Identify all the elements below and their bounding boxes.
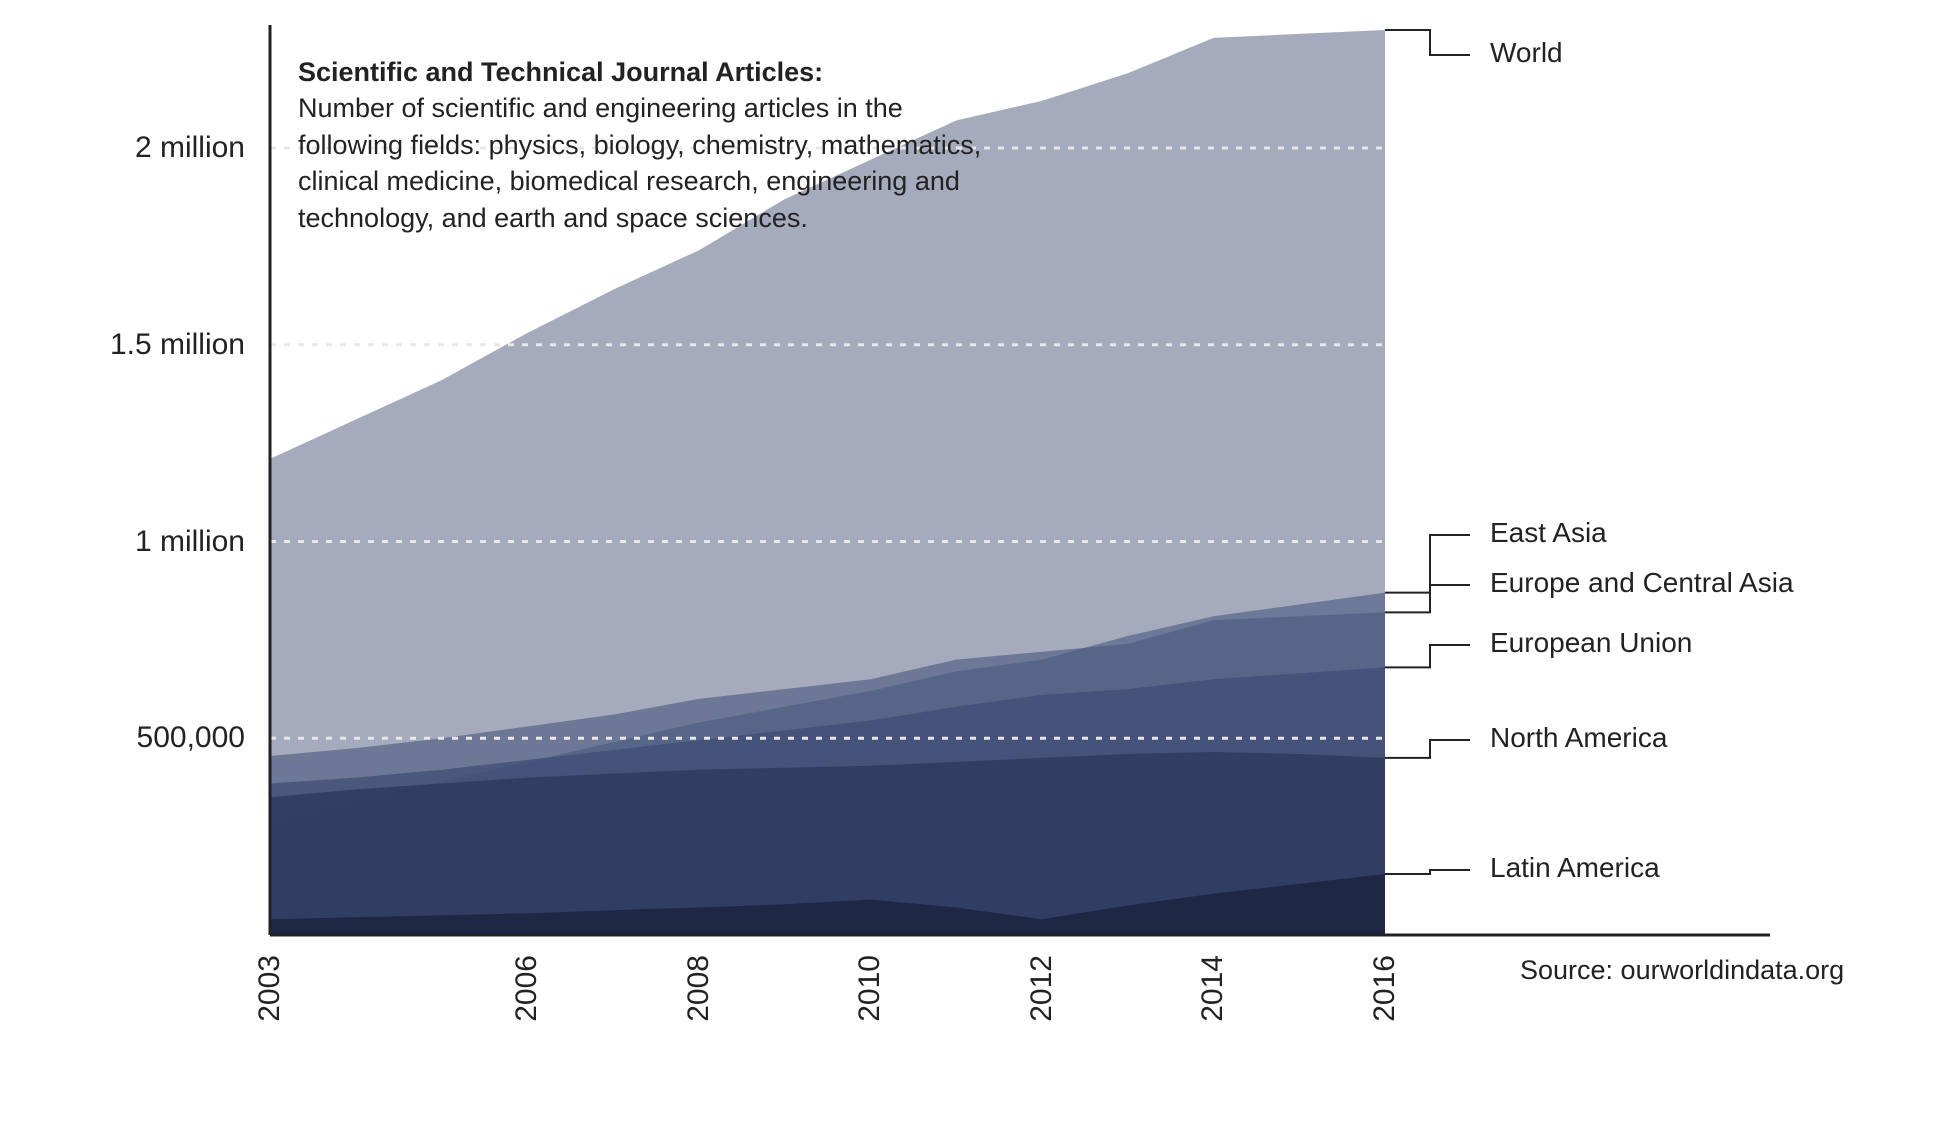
series-leaders <box>1385 30 1470 874</box>
source-label: Source: ourworldindata.org <box>1520 955 1844 986</box>
series-label-european_union: European Union <box>1490 627 1692 659</box>
series-label-north_america: North America <box>1490 722 1667 754</box>
chart-description-title: Scientific and Technical Journal Article… <box>298 57 823 87</box>
x-tick-label: 2014 <box>1196 955 1230 1022</box>
series-label-east_asia: East Asia <box>1490 517 1607 549</box>
chart-root: Scientific and Technical Journal Article… <box>0 0 1950 1140</box>
x-tick-label: 2003 <box>253 955 287 1022</box>
y-tick-label: 2 million <box>0 131 245 165</box>
x-tick-label: 2016 <box>1368 955 1402 1022</box>
x-tick-label: 2008 <box>682 955 716 1022</box>
x-tick-label: 2006 <box>510 955 544 1022</box>
series-label-world: World <box>1490 37 1563 69</box>
y-tick-label: 500,000 <box>0 721 245 755</box>
x-tick-label: 2010 <box>853 955 887 1022</box>
chart-description: Scientific and Technical Journal Article… <box>298 54 998 236</box>
y-tick-label: 1 million <box>0 525 245 559</box>
chart-description-body: Number of scientific and engineering art… <box>298 93 981 232</box>
x-tick-label: 2012 <box>1025 955 1059 1022</box>
series-label-latin_america: Latin America <box>1490 852 1660 884</box>
series-label-europe_central_asia: Europe and Central Asia <box>1490 567 1794 599</box>
y-tick-label: 1.5 million <box>0 328 245 362</box>
